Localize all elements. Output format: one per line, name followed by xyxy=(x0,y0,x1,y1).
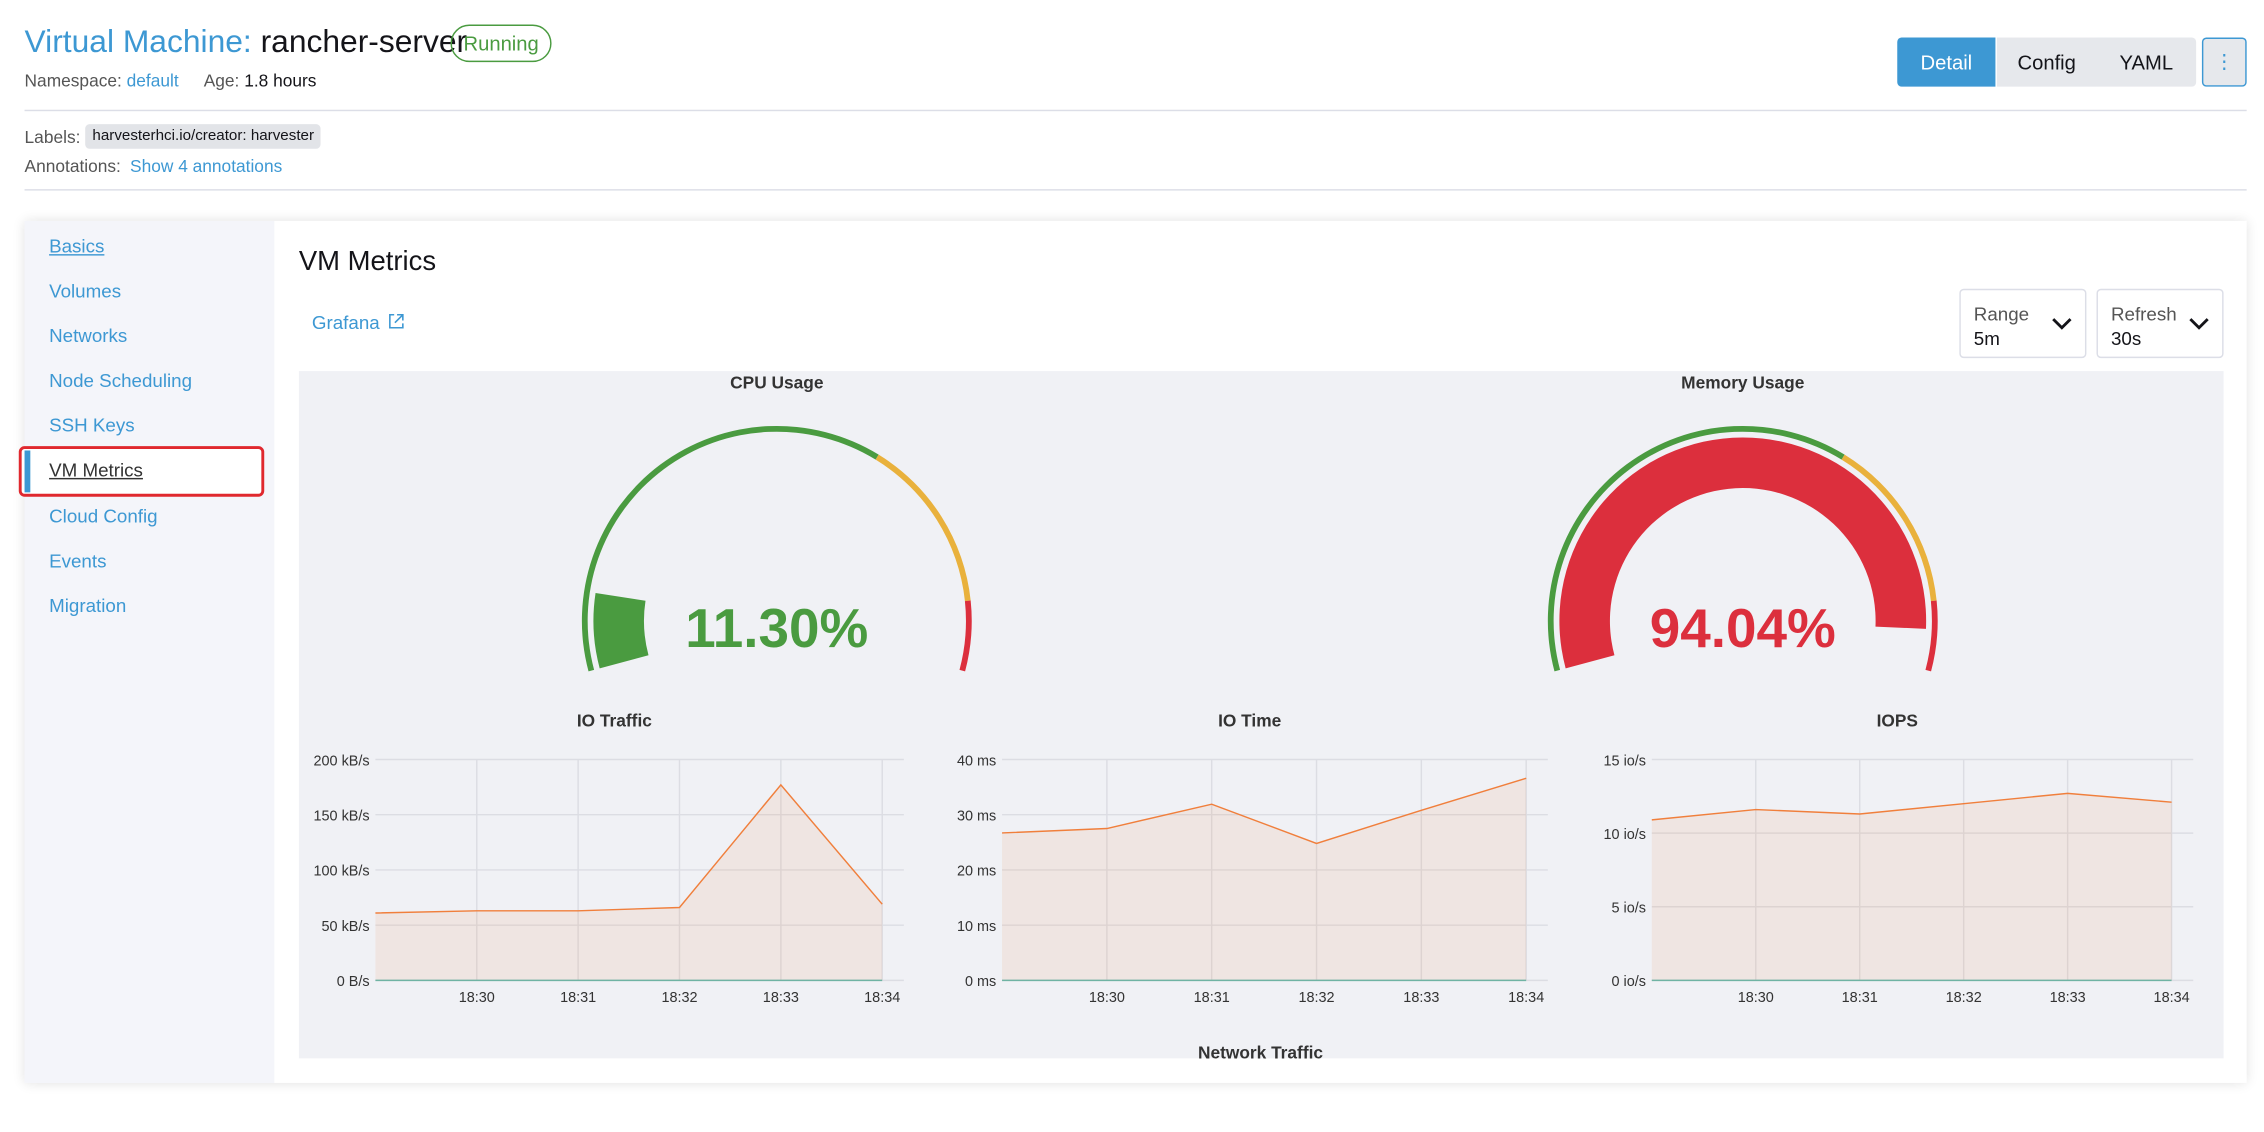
age-value: 1.8 hours xyxy=(244,70,317,91)
grafana-frame xyxy=(298,371,2224,1059)
nav-highlight xyxy=(18,446,265,497)
y-tick-label: 0 ms xyxy=(965,974,996,990)
nav-active-bar xyxy=(24,450,31,493)
namespace-link[interactable]: default xyxy=(126,70,179,91)
namespace-label: Namespace: xyxy=(24,70,122,91)
gauge-value: 94.04% xyxy=(1650,597,1836,659)
area-fill xyxy=(375,784,883,981)
x-tick-label: 18:34 xyxy=(2154,990,2190,1006)
chart-title: IOPS xyxy=(1877,710,1918,730)
nav-item[interactable]: SSH Keys xyxy=(49,414,135,437)
area-fill xyxy=(1002,778,1527,981)
nav-item[interactable]: Events xyxy=(49,550,107,572)
y-tick-label: 20 ms xyxy=(957,864,996,880)
gauge-value-arc xyxy=(593,593,649,669)
nav-item[interactable]: Node Scheduling xyxy=(49,369,193,392)
x-tick-label: 18:32 xyxy=(661,990,697,1006)
y-tick-label: 200 kB/s xyxy=(314,753,370,769)
more-actions[interactable]: ⋮ xyxy=(2201,37,2247,87)
chevron xyxy=(2052,318,2072,330)
nav-item[interactable]: Basics xyxy=(49,235,105,258)
meta-line: Namespace: default Age: 1.8 hours xyxy=(25,71,317,91)
range-label: Range xyxy=(1973,303,2030,325)
annotations-link[interactable]: Show 4 annotations xyxy=(130,155,283,177)
x-tick-label: 18:33 xyxy=(763,990,799,1006)
label-chip: harvesterhci.io/creator: harvester xyxy=(85,124,322,149)
gauge-value-arc xyxy=(1559,437,1927,669)
nav-item[interactable]: VM Metrics xyxy=(49,459,143,481)
annotations-row: Annotations: Show 4 annotations xyxy=(25,156,283,176)
chart-title: IO Traffic xyxy=(577,710,652,730)
y-tick-label: 5 io/s xyxy=(1612,901,1646,917)
chart-title: IO Time xyxy=(1218,710,1282,730)
age-label: Age: xyxy=(203,70,240,91)
series-line xyxy=(1002,777,1527,845)
title: Virtual Machine: rancher-server xyxy=(25,23,468,61)
x-tick-label: 18:34 xyxy=(1508,990,1544,1006)
nav-item[interactable]: Volumes xyxy=(49,280,122,302)
y-tick-label: 40 ms xyxy=(957,753,996,769)
y-tick-label: 0 io/s xyxy=(1612,974,1646,990)
divider xyxy=(24,109,2247,112)
chart-title: Network Traffic xyxy=(1198,1042,1323,1062)
y-tick-label: 10 ms xyxy=(957,919,996,935)
range-select[interactable]: Range 5m xyxy=(1959,288,2087,359)
chevron xyxy=(2189,318,2209,330)
area-fill xyxy=(1651,793,2172,981)
labels-label: Labels: xyxy=(24,127,81,148)
x-tick-label: 18:34 xyxy=(864,990,900,1006)
tab-yaml[interactable]: YAML xyxy=(2096,37,2197,87)
gauge-title: CPU Usage xyxy=(730,372,824,392)
refresh-select[interactable]: Refresh 30s xyxy=(2096,288,2224,359)
x-tick-label: 18:30 xyxy=(1089,990,1125,1006)
status-badge: Running xyxy=(450,24,552,63)
x-tick-label: 18:33 xyxy=(2050,990,2086,1006)
x-tick-label: 18:31 xyxy=(1842,990,1878,1006)
grafana-link[interactable]: Grafana xyxy=(311,311,380,334)
x-tick-label: 18:30 xyxy=(459,990,495,1006)
y-tick-label: 150 kB/s xyxy=(314,808,370,824)
nav-item[interactable]: Cloud Config xyxy=(49,505,158,528)
x-tick-label: 18:30 xyxy=(1738,990,1774,1006)
nav-item[interactable]: Networks xyxy=(49,324,128,347)
gauge-title: Memory Usage xyxy=(1681,372,1805,392)
y-tick-label: 0 B/s xyxy=(337,974,370,990)
divider xyxy=(24,189,2247,191)
y-tick-label: 10 io/s xyxy=(1604,827,1647,843)
nav-item[interactable]: Migration xyxy=(49,594,127,617)
x-tick-label: 18:32 xyxy=(1298,990,1334,1006)
series-line xyxy=(1651,792,2172,821)
vm-name: rancher-server xyxy=(260,23,468,60)
annotations-label: Annotations: xyxy=(24,155,121,177)
series-line xyxy=(375,783,883,914)
vm-kind: Virtual Machine: xyxy=(24,23,252,60)
refresh-value: 30s xyxy=(2110,327,2142,350)
external-icon xyxy=(388,313,404,329)
gauge-threshold-band xyxy=(959,600,972,672)
x-tick-label: 18:32 xyxy=(1946,990,1982,1006)
x-tick-label: 18:31 xyxy=(560,990,596,1006)
y-tick-label: 100 kB/s xyxy=(314,864,370,880)
grafana-row: Grafana xyxy=(312,312,404,334)
range-value: 5m xyxy=(1973,327,2000,350)
x-tick-label: 18:31 xyxy=(1194,990,1230,1006)
tab-config[interactable]: Config xyxy=(1996,37,2097,87)
x-tick-label: 18:33 xyxy=(1403,990,1439,1006)
panel-title: VM Metrics xyxy=(298,246,437,278)
side-nav xyxy=(24,220,275,1083)
gauge-value: 11.30% xyxy=(685,597,868,659)
y-tick-label: 15 io/s xyxy=(1604,753,1647,769)
y-tick-label: 50 kB/s xyxy=(322,919,370,935)
gauge-threshold-band xyxy=(1925,600,1938,672)
y-tick-label: 30 ms xyxy=(957,808,996,824)
tab-detail[interactable]: Detail xyxy=(1897,37,1996,87)
refresh-label: Refresh xyxy=(2110,303,2177,325)
